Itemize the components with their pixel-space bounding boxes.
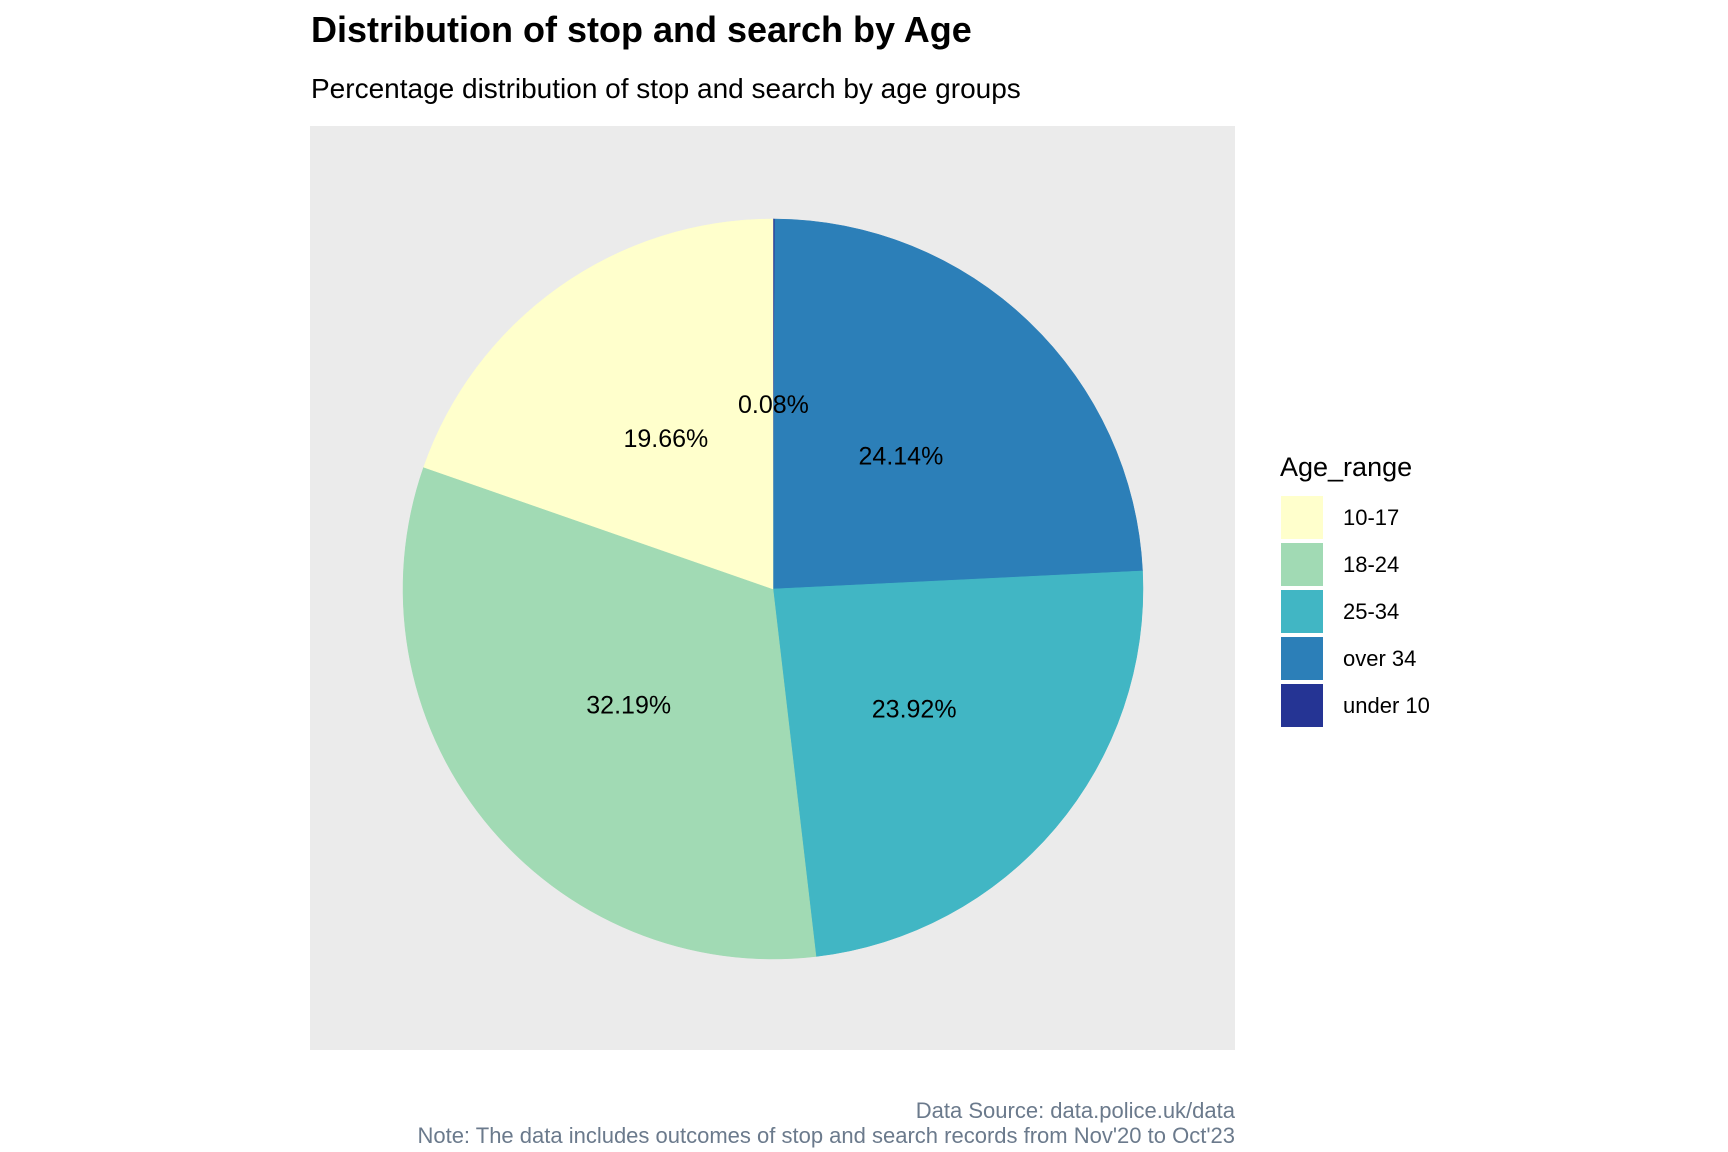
legend-key-under-10 <box>1281 684 1323 727</box>
slice-label-25-34: 23.92% <box>872 696 957 724</box>
legend-label-over-34: over 34 <box>1343 646 1416 671</box>
chart-title: Distribution of stop and search by Age <box>311 9 972 50</box>
legend-key-25-34 <box>1281 590 1323 633</box>
legend-label-25-34: 25-34 <box>1343 599 1399 624</box>
legend-key-over-34 <box>1281 637 1323 680</box>
pie-slice-10-17 <box>423 218 774 590</box>
legend-title: Age_range <box>1280 452 1412 482</box>
pie-slice-over-34 <box>772 218 1143 590</box>
slice-label-under-10: 0.08% <box>738 391 809 419</box>
pie-slice-25-34 <box>772 570 1144 957</box>
legend: 10-17 18-24 25-34 over 34 under 10 <box>1281 496 1430 727</box>
pie-slice-labels: 0.08% 24.14% 23.92% 32.19% 19.66% <box>586 391 956 724</box>
slice-label-18-24: 32.19% <box>586 692 671 720</box>
legend-label-under-10: under 10 <box>1343 693 1430 718</box>
pie-slices <box>402 218 1144 960</box>
chart-subtitle: Percentage distribution of stop and sear… <box>311 73 1021 104</box>
caption-note: Note: The data includes outcomes of stop… <box>417 1123 1235 1148</box>
legend-key-10-17 <box>1281 496 1323 539</box>
slice-label-over-34: 24.14% <box>859 442 944 470</box>
pie-slice-18-24 <box>402 466 817 960</box>
legend-label-10-17: 10-17 <box>1343 505 1399 530</box>
legend-key-18-24 <box>1281 543 1323 586</box>
legend-label-18-24: 18-24 <box>1343 552 1399 577</box>
slice-label-10-17: 19.66% <box>623 425 708 453</box>
caption-source: Data Source: data.police.uk/data <box>916 1098 1236 1123</box>
